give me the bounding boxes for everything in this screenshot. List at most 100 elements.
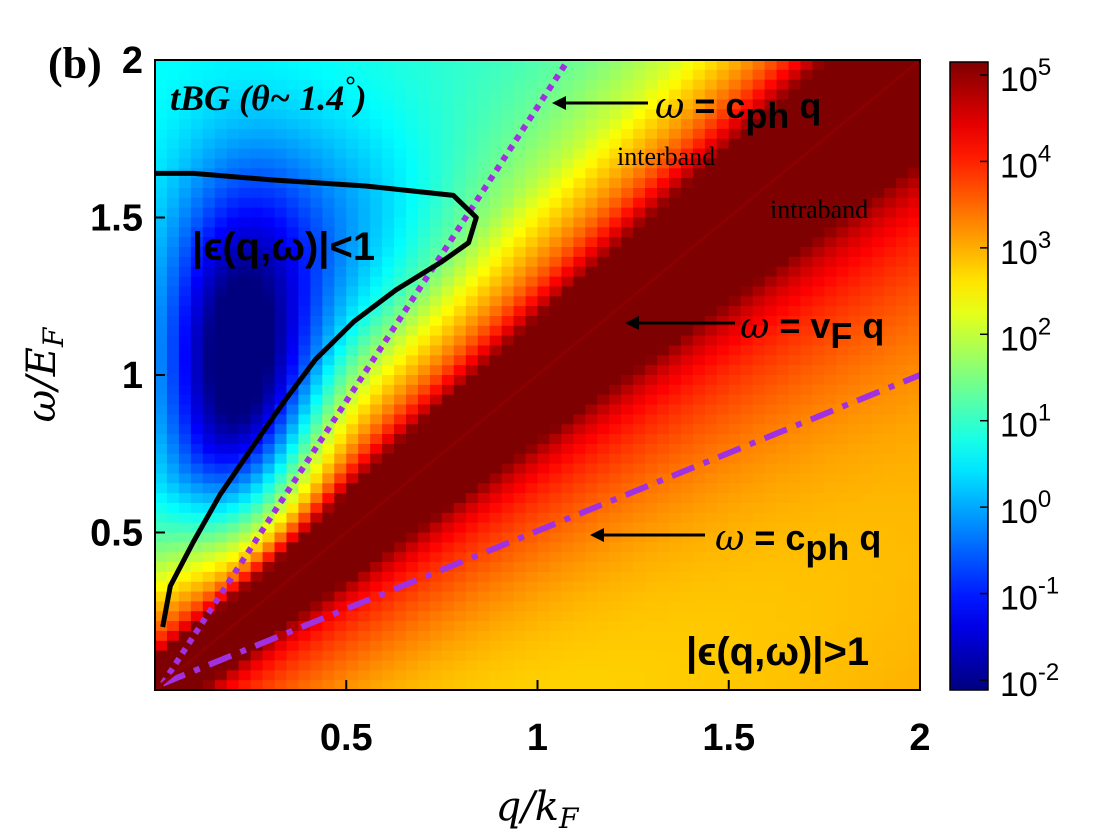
heatmap-cell — [704, 611, 718, 622]
heatmap-cell — [286, 581, 300, 593]
heatmap-cell — [764, 404, 778, 415]
heatmap-cell — [178, 483, 192, 494]
heatmap-cell — [657, 581, 670, 593]
heatmap-cell — [178, 128, 192, 140]
heatmap-cell — [549, 217, 562, 228]
heatmap-cell — [465, 197, 479, 209]
heatmap-cell — [668, 512, 682, 524]
heatmap-cell — [322, 493, 335, 504]
heatmap-cell — [453, 571, 467, 583]
heatmap-cell — [429, 148, 443, 160]
heatmap-cell — [465, 89, 479, 100]
heatmap-cell — [417, 650, 431, 662]
heatmap-cell — [417, 384, 431, 396]
heatmap-cell — [597, 256, 610, 268]
heatmap-cell — [441, 601, 455, 612]
heatmap-cell — [238, 335, 252, 347]
heatmap-cell — [155, 660, 168, 671]
heatmap-cell — [836, 571, 849, 583]
heatmap-cell — [800, 355, 814, 366]
heatmap-cell — [477, 306, 491, 317]
heatmap-cell — [274, 207, 288, 219]
heatmap-cell — [453, 601, 467, 612]
heatmap-cell — [716, 325, 730, 337]
heatmap-cell — [537, 384, 551, 396]
heatmap-cell — [848, 247, 861, 258]
heatmap-cell — [896, 256, 909, 268]
heatmap-cell — [501, 591, 515, 602]
heatmap-cell — [908, 512, 920, 524]
heatmap-cell — [657, 591, 670, 602]
heatmap-cell — [214, 660, 228, 671]
heatmap-cell — [202, 148, 216, 160]
heatmap-cell — [692, 325, 706, 337]
heatmap-cell — [668, 591, 682, 602]
heatmap-cell — [692, 394, 706, 406]
heatmap-cell — [155, 414, 168, 425]
heatmap-cell — [501, 178, 515, 189]
heatmap-cell — [501, 404, 515, 415]
heatmap-cell — [633, 581, 646, 593]
heatmap-cell — [155, 581, 168, 593]
heatmap-cell — [812, 552, 825, 563]
heatmap-cell — [166, 640, 180, 652]
heatmap-cell — [358, 394, 371, 406]
heatmap-cell — [190, 109, 204, 120]
heatmap-cell — [645, 493, 658, 504]
heatmap-cell — [441, 325, 455, 337]
heatmap-cell — [860, 670, 873, 681]
heatmap-cell — [453, 217, 467, 228]
heatmap-cell — [800, 207, 814, 219]
heatmap-cell — [824, 335, 837, 347]
heatmap-cell — [202, 217, 216, 228]
heatmap-cell — [358, 109, 371, 120]
heatmap-cell — [716, 591, 730, 602]
heatmap-cell — [561, 256, 574, 268]
heatmap-cell — [740, 424, 754, 435]
heatmap-cell — [274, 247, 288, 258]
heatmap-cell — [836, 286, 849, 297]
heatmap-cell — [166, 630, 180, 642]
heatmap-cell — [358, 187, 371, 199]
heatmap-cell — [202, 197, 216, 209]
heatmap-cell — [286, 237, 300, 248]
heatmap-cell — [394, 650, 407, 662]
heatmap-cell — [166, 562, 180, 573]
heatmap-cell — [441, 552, 455, 563]
heatmap-cell — [872, 571, 885, 583]
colorbar-tick-label: 105 — [1000, 54, 1051, 99]
heatmap-cell — [441, 315, 455, 327]
heatmap-cell — [573, 355, 586, 366]
heatmap-cell — [668, 502, 682, 514]
heatmap-cell — [382, 394, 395, 406]
heatmap-cell — [812, 207, 825, 219]
heatmap-cell — [848, 217, 861, 228]
heatmap-cell — [704, 365, 718, 376]
heatmap-cell — [573, 276, 586, 287]
heatmap-cell — [692, 286, 706, 297]
heatmap-cell — [346, 502, 359, 514]
heatmap-cell — [214, 286, 228, 297]
heatmap-cell — [549, 601, 562, 612]
heatmap-cell — [692, 207, 706, 219]
heatmap-cell — [609, 89, 622, 100]
heatmap-cell — [848, 443, 861, 455]
heatmap-cell — [465, 217, 479, 228]
heatmap-cell — [597, 493, 610, 504]
heatmap-cell — [573, 256, 586, 268]
heatmap-cell — [370, 178, 383, 189]
heatmap-cell — [202, 453, 216, 465]
heatmap-cell — [621, 276, 634, 287]
heatmap-cell — [884, 119, 897, 130]
heatmap-cell — [394, 591, 407, 602]
heatmap-cell — [728, 178, 742, 189]
heatmap-cell — [358, 650, 371, 662]
heatmap-cell — [298, 217, 311, 228]
heatmap-cell — [166, 325, 180, 337]
heatmap-cell — [453, 670, 467, 681]
heatmap-cell — [633, 404, 646, 415]
heatmap-cell — [370, 443, 383, 455]
heatmap-cell — [155, 562, 168, 573]
heatmap-cell — [728, 325, 742, 337]
heatmap-cell — [776, 601, 790, 612]
